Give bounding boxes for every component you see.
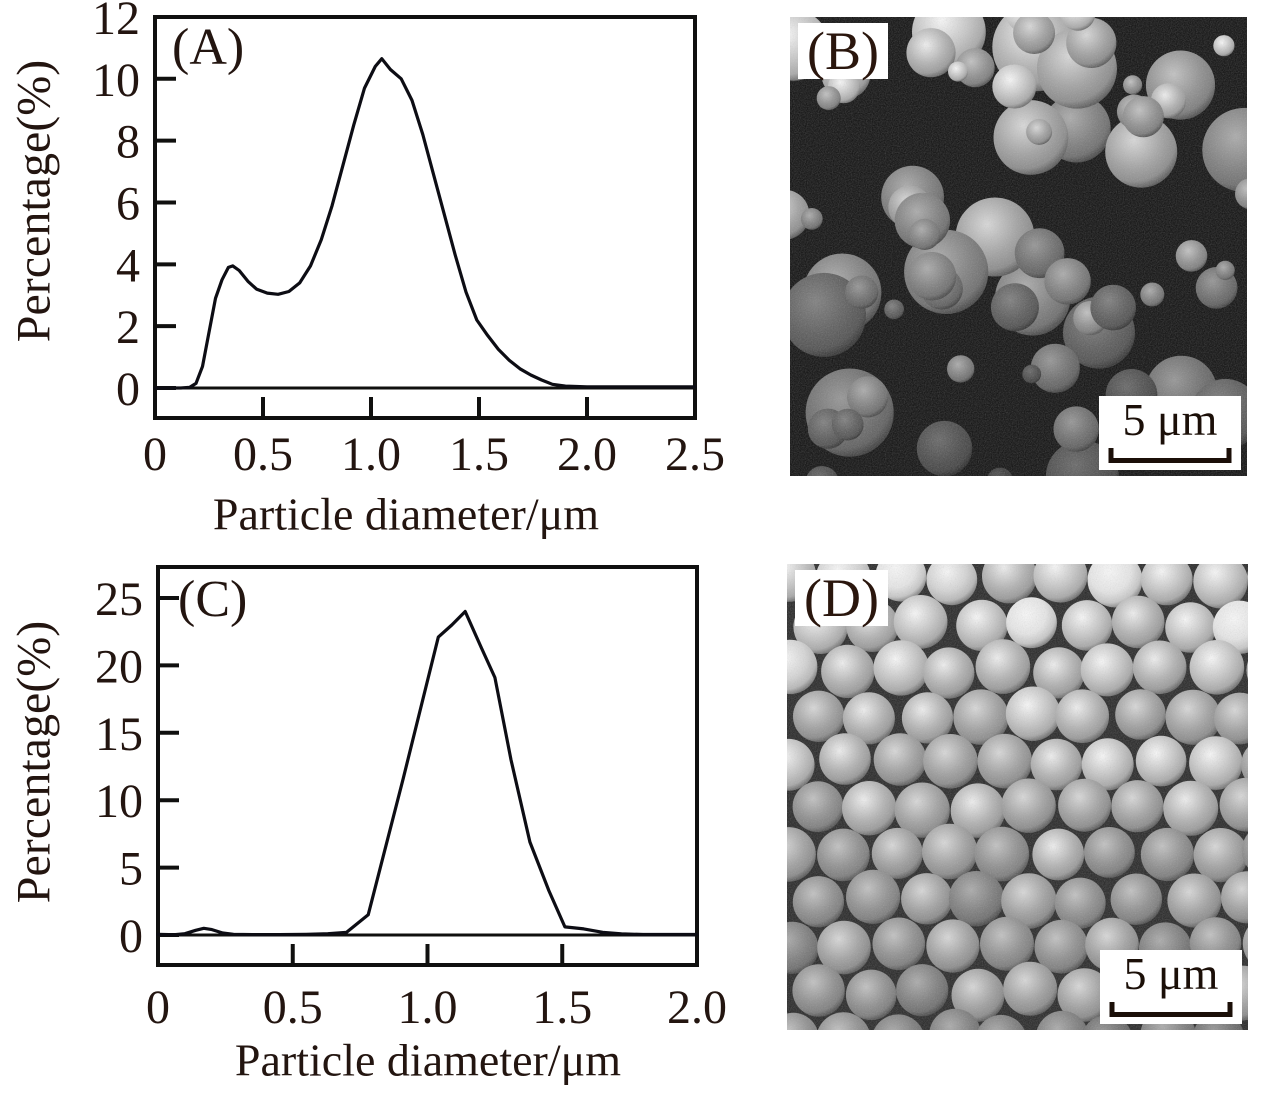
y-tick-label: 2 — [116, 301, 140, 354]
y-tick-label: 5 — [119, 843, 143, 896]
chart-a-canvas: 0 0.5 1.0 1.5 2.0 2.5 0 2 4 6 8 10 12 — [92, 0, 725, 481]
y-tick-label: 15 — [95, 708, 143, 761]
x-tick-label: 2.5 — [665, 428, 725, 481]
y-tick-label: 0 — [116, 363, 140, 416]
y-tick-label: 10 — [92, 54, 140, 107]
sem-image-b-render — [790, 17, 1247, 476]
scale-bar-d-bracket-icon — [1109, 1002, 1233, 1017]
y-tick-label: 12 — [92, 0, 140, 45]
y-tick-label: 8 — [116, 116, 140, 169]
x-tick-label: 1.5 — [532, 981, 592, 1034]
sem-image-b: (B) 5 μm — [790, 17, 1247, 476]
x-tick-label: 2.0 — [557, 428, 617, 481]
x-tick-label: 1.0 — [341, 428, 401, 481]
chart-c-x-axis-title: Particle diameter/μm — [234, 1034, 622, 1086]
y-tick-label: 10 — [95, 775, 143, 828]
sem-image-d-render — [787, 564, 1248, 1030]
chart-a-x-axis-title: Particle diameter/μm — [212, 488, 600, 540]
panel-d-label: (D) — [795, 570, 888, 626]
y-tick-label: 4 — [116, 239, 140, 292]
scale-bar-b: 5 μm — [1099, 396, 1241, 470]
chart-c-canvas: 0 0.5 1.0 1.5 2.0 0 5 10 15 20 25 — [95, 565, 727, 1034]
panel-b-label: (B) — [798, 23, 888, 79]
x-tick-label: 1.0 — [398, 981, 458, 1034]
scale-bar-b-bracket-icon — [1108, 448, 1232, 463]
x-tick-label: 0.5 — [263, 981, 323, 1034]
plot-frame — [153, 15, 697, 420]
x-tick-label: 0.5 — [233, 428, 293, 481]
x-tick-label: 0 — [146, 981, 170, 1034]
distribution-curve — [156, 609, 699, 937]
x-tick-label: 1.5 — [449, 428, 509, 481]
panel-a-label: (A) — [172, 19, 245, 76]
sem-image-d: (D) 5 μm — [787, 564, 1248, 1030]
y-tick-label: 20 — [95, 640, 143, 693]
x-tick-label: 0 — [143, 428, 167, 481]
y-tick-label: 0 — [119, 910, 143, 963]
scale-bar-d-label: 5 μm — [1123, 948, 1219, 999]
panel-c-label: (C) — [178, 571, 248, 628]
scale-bar-d: 5 μm — [1100, 950, 1242, 1024]
chart-c-y-axis-title: Percentage(%) — [7, 620, 61, 904]
y-tick-label: 6 — [116, 177, 140, 230]
distribution-curve — [153, 57, 697, 390]
x-tick-label: 2.0 — [667, 981, 727, 1034]
chart-a-y-axis-title: Percentage(%) — [7, 59, 61, 343]
y-tick-label: 25 — [95, 573, 143, 626]
scale-bar-b-label: 5 μm — [1122, 394, 1218, 445]
